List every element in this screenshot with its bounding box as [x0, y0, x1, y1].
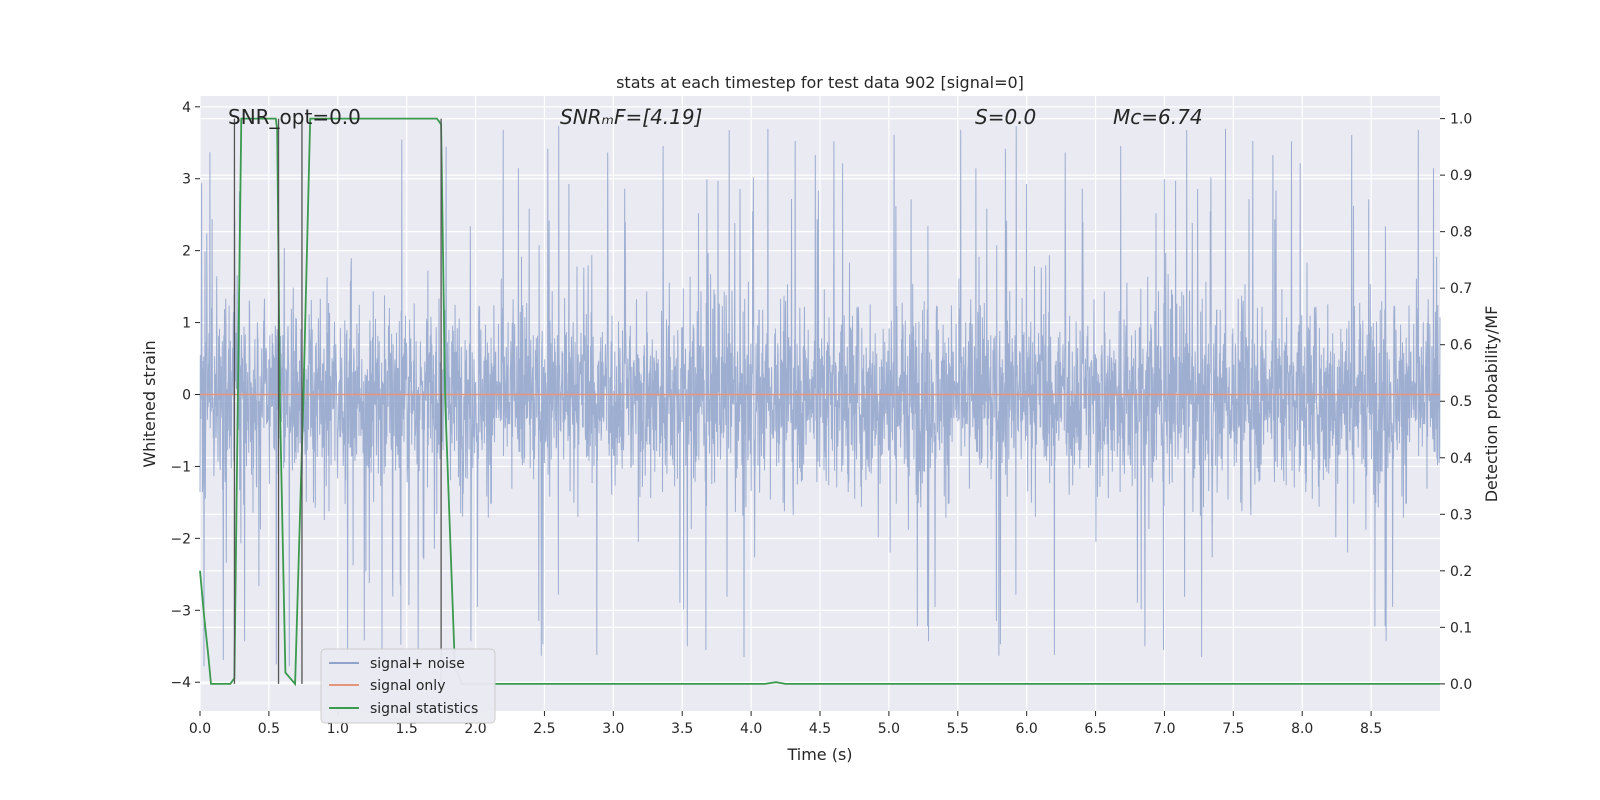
- x-tick-label: 8.0: [1291, 721, 1313, 737]
- y-tick-label: −3: [170, 603, 191, 619]
- y-axis-label: Whitened strain: [140, 340, 159, 467]
- x-tick-label: 5.5: [947, 721, 969, 737]
- x-tick-label: 8.5: [1360, 721, 1382, 737]
- y-tick-label: −1: [170, 459, 191, 475]
- x-tick-label: 0.5: [258, 721, 280, 737]
- series-signal-statistics: [199, 117, 1440, 687]
- y-tick-label: 3: [182, 172, 191, 188]
- x-axis-label: Time (s): [786, 745, 852, 764]
- y2-axis-ticks: 1.0 0.9 0.8 0.7 0.6 0.5 0.4 0.3 0.2 0.1 0.0: [1440, 112, 1472, 693]
- y2-tick-label: 0.0: [1450, 677, 1472, 693]
- legend: signal+ noise signal only signal statist…: [320, 648, 496, 724]
- y-axis-ticks: 4 3 2 1 0 −1 −2 −3 −4: [170, 100, 200, 691]
- x-tick-label: 4.0: [740, 721, 762, 737]
- y2-tick-label: 0.6: [1450, 338, 1472, 354]
- x-tick-label: 0.0: [189, 721, 211, 737]
- x-tick-label: 1.0: [327, 721, 349, 737]
- x-axis-ticks: 0.0 0.5 1.0 1.5 2.0 2.5 3.0 3.5 4.0 4.5 5.0 5.5 6.0 6…: [189, 711, 1382, 737]
- y2-tick-label: 0.2: [1450, 564, 1472, 580]
- annotation-snr-opt: SNR_opt=0.0: [228, 105, 361, 129]
- annotation-mc: Mᴄ=6.74: [1113, 105, 1203, 129]
- legend-label-signal-statistics: signal statistics: [370, 701, 478, 717]
- y2-tick-label: 0.3: [1450, 507, 1472, 523]
- x-tick-label: 2.5: [533, 721, 555, 737]
- x-tick-label: 6.5: [1084, 721, 1106, 737]
- x-tick-label: 1.5: [396, 721, 418, 737]
- x-tick-label: 5.0: [878, 721, 900, 737]
- x-tick-label: 3.5: [671, 721, 693, 737]
- x-tick-label: 7.5: [1222, 721, 1244, 737]
- y-tick-label: 1: [182, 316, 191, 332]
- y2-tick-label: 0.9: [1450, 168, 1472, 184]
- y2-tick-label: 0.8: [1450, 225, 1472, 241]
- annotations: SNR_opt=0.0 SNRₘF=[4.19] S=0.0 Mᴄ=6.74: [228, 105, 1203, 129]
- legend-label-signal-only: signal only: [370, 678, 445, 694]
- y2-tick-label: 0.4: [1450, 451, 1472, 467]
- y-tick-label: 2: [182, 244, 191, 260]
- annotation-snr-mf: SNRₘF=[4.19]: [560, 105, 702, 129]
- chart-title: stats at each timestep for test data 902…: [616, 73, 1024, 92]
- annotation-s: S=0.0: [975, 105, 1036, 129]
- legend-box: [320, 648, 496, 724]
- x-tick-label: 7.0: [1153, 721, 1175, 737]
- y-tick-label: −2: [170, 531, 191, 547]
- y2-tick-label: 0.7: [1450, 281, 1472, 297]
- y2-tick-label: 0.5: [1450, 394, 1472, 410]
- x-tick-label: 2.0: [464, 721, 486, 737]
- signal-statistics-line: [199, 117, 1440, 687]
- y-tick-label: −4: [170, 675, 191, 691]
- signal-noise-line: [199, 126, 1441, 667]
- y-tick-label: 0: [182, 388, 191, 404]
- series-signal-noise: [199, 126, 1441, 667]
- y2-tick-label: 0.1: [1450, 620, 1472, 636]
- legend-label-signal-noise: signal+ noise: [370, 656, 465, 672]
- x-tick-label: 4.5: [809, 721, 831, 737]
- vertical-markers: [233, 118, 442, 684]
- x-tick-label: 6.0: [1016, 721, 1038, 737]
- y-tick-label: 4: [182, 100, 191, 116]
- x-tick-label: 3.0: [602, 721, 624, 737]
- y2-axis-label: Detection probability/MF: [1482, 306, 1501, 503]
- y2-tick-label: 1.0: [1450, 112, 1472, 128]
